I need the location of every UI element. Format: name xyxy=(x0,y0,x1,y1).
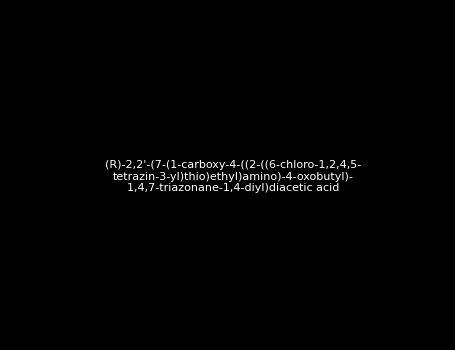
Text: (R)-2,2'-(7-(1-carboxy-4-((2-((6-chloro-1,2,4,5-
tetrazin-3-yl)thio)ethyl)amino): (R)-2,2'-(7-(1-carboxy-4-((2-((6-chloro-… xyxy=(105,160,361,193)
